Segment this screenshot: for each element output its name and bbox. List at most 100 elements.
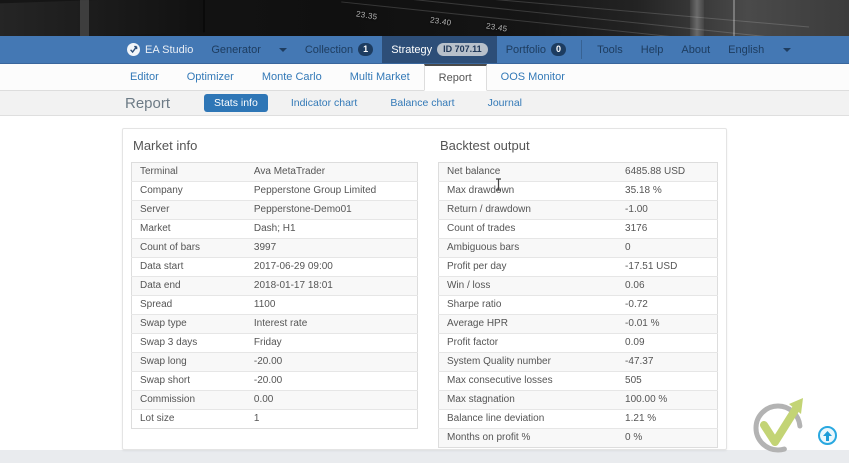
stat-value: 0.06 <box>617 276 718 296</box>
table-row: Spread 1100 <box>131 295 418 315</box>
stat-value: 35.18 % <box>617 181 718 201</box>
pill-indicator-chart[interactable]: Indicator chart <box>290 97 358 109</box>
nav-strategy[interactable]: Strategy ID 707.11 <box>382 36 497 63</box>
stat-value: 6485.88 USD <box>625 166 686 177</box>
page-footer-strip <box>0 450 849 463</box>
table-row: Swap 3 days Friday <box>131 333 418 353</box>
photo-price-label: 23.45 <box>485 21 509 34</box>
tab-multi-market[interactable]: Multi Market <box>349 71 410 83</box>
stat-label: Count of trades <box>438 219 618 239</box>
backtest-output-table: Net balance 6485.88 USD Max drawdown 35.18 … <box>437 162 718 448</box>
table-row: Average HPR -0.01 % <box>438 314 718 334</box>
table-row: Ambiguous bars 0 <box>438 238 718 258</box>
stat-value: -20.00 <box>245 371 418 391</box>
table-row: Data start 2017-06-29 09:00 <box>131 257 418 277</box>
strategy-id-badge: ID 707.11 <box>437 43 488 56</box>
brand-link[interactable]: EA Studio <box>118 36 202 63</box>
ea-studio-logo-icon <box>127 43 140 56</box>
backtest-output-title: Backtest output <box>439 138 530 153</box>
tab-monte-carlo[interactable]: Monte Carlo <box>261 71 322 83</box>
stat-label: Profit per day <box>438 257 618 277</box>
table-row: Win / loss 0.06 <box>438 276 718 296</box>
stat-label: Data start <box>131 257 246 277</box>
table-row: Swap type Interest rate <box>131 314 418 334</box>
table-row: Return / drawdown -1.00 <box>438 200 718 220</box>
photo-vertical-band <box>690 0 704 36</box>
stat-value: -47.37 <box>617 352 718 372</box>
photo-price-label: 23.40 <box>429 15 453 28</box>
nav-help-label: Help <box>640 43 664 56</box>
market-info-panel: Market info Terminal Ava MetaTrader Compan… <box>131 138 418 440</box>
stat-value: -0.01 % <box>617 314 718 334</box>
stat-value: -0.72 <box>617 295 718 315</box>
stat-label: Market <box>131 219 246 239</box>
stat-value: Interest rate <box>245 314 418 334</box>
market-info-title: Market info <box>133 138 198 153</box>
nav-generator[interactable]: Generator <box>202 36 270 63</box>
stat-value: -20.00 <box>245 352 418 372</box>
stat-label: Swap long <box>131 352 246 372</box>
stat-label: Data end <box>131 276 246 296</box>
table-row: Market Dash; H1 <box>131 219 418 239</box>
table-row: Balance line deviation 1.21 % <box>438 409 718 429</box>
stat-value: 100.00 % <box>617 390 718 410</box>
nav-portfolio[interactable]: Portfolio 0 <box>497 36 575 63</box>
table-row: Swap long -20.00 <box>131 352 418 372</box>
stat-value: Pepperstone-Demo01 <box>245 200 418 220</box>
tab-editor[interactable]: Editor <box>130 71 159 83</box>
nav-generator-dropdown-toggle[interactable] <box>270 36 296 63</box>
pill-balance-chart[interactable]: Balance chart <box>390 97 455 109</box>
collection-count-badge: 1 <box>358 43 374 56</box>
caret-down-icon <box>783 47 792 52</box>
table-row: Profit per day -17.51 USD <box>438 257 718 277</box>
strategy-tabs: Editor Optimizer Monte Carlo Multi Marke… <box>0 64 849 91</box>
tab-report[interactable]: Report <box>423 64 487 91</box>
stat-value: Pepperstone Group Limited <box>245 181 418 201</box>
arrow-up-icon <box>823 430 832 441</box>
photo-dark-panel <box>0 0 205 36</box>
main-navbar: EA Studio Generator Collection 1 Strateg… <box>0 36 849 64</box>
stat-label: Count of bars <box>131 238 246 258</box>
stat-label: Lot size <box>131 409 246 429</box>
table-row: Sharpe ratio -0.72 <box>438 295 718 315</box>
tab-optimizer[interactable]: Optimizer <box>186 71 234 83</box>
photo-price-label: 23.35 <box>355 9 379 22</box>
stat-label: Months on profit % <box>438 428 618 448</box>
scroll-to-top-button[interactable] <box>818 426 837 445</box>
table-row: Company Pepperstone Group Limited <box>131 181 418 201</box>
tab-oos-monitor[interactable]: OOS Monitor <box>500 71 565 83</box>
navbar-divider <box>581 40 583 59</box>
stat-value: Ava MetaTrader <box>253 166 326 177</box>
top-photo-banner: 23.35 23.40 23.45 <box>0 0 849 36</box>
stat-label: Max consecutive losses <box>438 371 618 391</box>
pill-stats-info[interactable]: Stats info <box>204 94 268 112</box>
market-info-table: Terminal Ava MetaTrader Company Pepperstone… <box>131 162 418 429</box>
backtest-output-panel: Backtest output Net balance 6485.88 USD Ma… <box>437 138 718 448</box>
stat-label: Return / drawdown <box>438 200 618 220</box>
stat-label: Server <box>131 200 246 220</box>
stat-value: -1.00 <box>617 200 718 220</box>
nav-collection[interactable]: Collection 1 <box>296 36 382 63</box>
table-row: Max stagnation 100.00 % <box>438 390 718 410</box>
nav-about[interactable]: About <box>672 36 719 63</box>
navbar-right-group: English <box>719 36 800 63</box>
stat-value: 1 <box>245 409 418 429</box>
stat-label: Swap short <box>131 371 246 391</box>
table-row: Count of trades 3176 <box>438 219 718 239</box>
nav-portfolio-label: Portfolio <box>505 43 547 56</box>
page-title: Report <box>125 94 171 112</box>
stat-label: Balance line deviation <box>438 409 618 429</box>
table-row: Lot size 1 <box>131 409 418 429</box>
nav-tools[interactable]: Tools <box>588 36 632 63</box>
language-selector[interactable]: English <box>719 36 800 63</box>
stat-label: Commission <box>131 390 246 410</box>
stat-value: 2018-01-17 18:01 <box>245 276 418 296</box>
stat-value: 2017-06-29 09:00 <box>245 257 418 277</box>
table-row: Max drawdown 35.18 % <box>438 181 718 201</box>
nav-collection-label: Collection <box>304 43 354 56</box>
nav-help[interactable]: Help <box>632 36 673 63</box>
pill-journal[interactable]: Journal <box>487 97 523 109</box>
stat-label: Net balance <box>446 166 501 177</box>
nav-strategy-label: Strategy <box>391 43 433 56</box>
stat-value: 3176 <box>617 219 718 239</box>
